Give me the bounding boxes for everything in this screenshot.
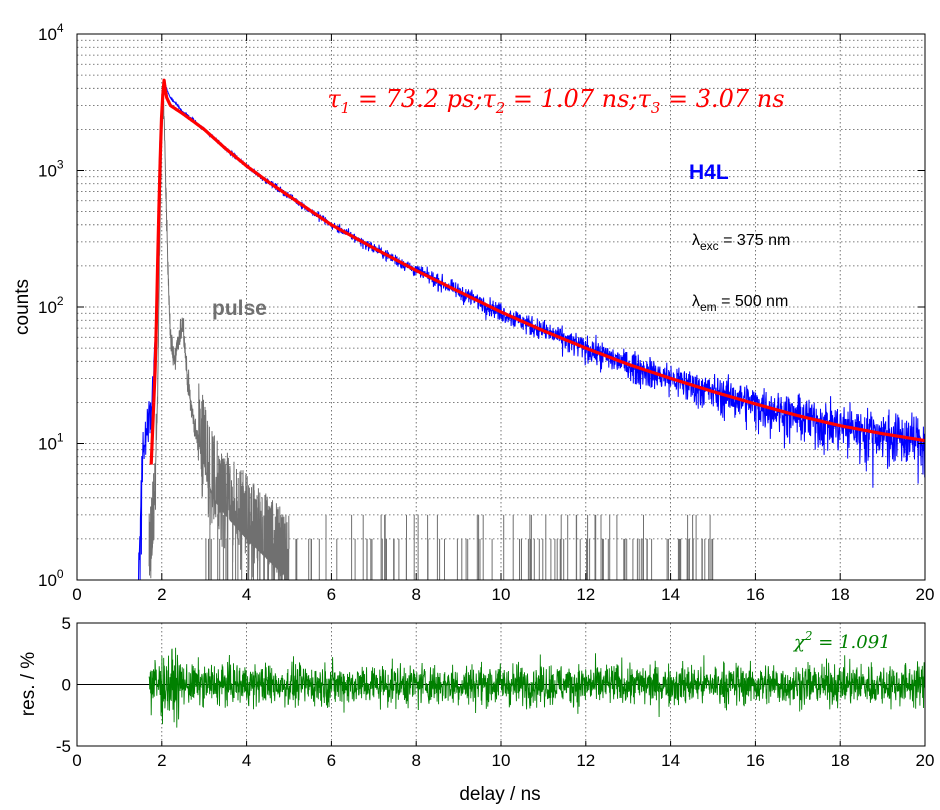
y-tick-label: 101 [38,431,64,454]
decay-series [138,78,926,581]
sample-label: H4L [689,161,729,184]
x-tick-label: 8 [411,751,420,770]
decay-ticks: 0 2 4 6 8 10 12 14 16 18 20 100 101 102 103 104 [38,21,934,604]
chi-squared-annotation: χ2 = 1.091 [792,629,891,653]
x-tick-label: 14 [661,585,680,604]
x-tick-label: 14 [661,751,680,770]
x-tick-label: 12 [576,585,595,604]
x-tick-label: 2 [157,585,166,604]
y-tick-label: 0 [62,676,71,695]
y-tick-label: 102 [38,294,64,317]
x-tick-label: 0 [72,751,81,770]
pulse-label: pulse [212,297,267,320]
x-tick-label: 6 [327,585,336,604]
residual-series [148,647,926,728]
excitation-label: λexc = 375 nm [692,232,790,253]
fit-annotation: τ1 = 73.2 ps;τ2 = 1.07 ns;τ3 = 3.07 ns [327,85,784,117]
x-tick-label: 18 [831,751,850,770]
residual-plot: 0 2 4 6 8 10 12 14 16 18 20-505 res. / % delay / n… [18,614,934,805]
x-tick-label: 16 [746,751,765,770]
x-tick-label: 18 [831,585,850,604]
emission-label: λem = 500 nm [692,293,788,314]
y-tick-label: 103 [38,158,64,181]
x-tick-label: 16 [746,585,765,604]
y-tick-label: 100 [38,567,64,590]
x-tick-label: 2 [157,751,166,770]
x-tick-label: 20 [916,585,935,604]
decay-y-axis-label: counts [12,279,33,335]
x-tick-label: 0 [72,585,81,604]
residual-ticks: 0 2 4 6 8 10 12 14 16 18 20-505 [56,614,935,770]
x-tick-label: 4 [242,585,251,604]
x-axis-label: delay / ns [459,784,540,805]
pulse-line [148,101,714,581]
y-tick-label: 104 [38,21,64,44]
residual-line [148,647,926,728]
x-tick-label: 12 [576,751,595,770]
x-tick-label: 8 [411,585,420,604]
x-tick-label: 10 [492,751,511,770]
y-tick-label: -5 [56,737,71,756]
x-tick-label: 20 [916,751,935,770]
y-tick-label: 5 [62,614,71,633]
fit-line [149,78,926,465]
decay-grid [77,34,925,580]
residual-y-axis-label: res. / % [18,652,39,717]
x-tick-label: 6 [327,751,336,770]
x-tick-label: 4 [242,751,251,770]
x-tick-label: 10 [492,585,511,604]
